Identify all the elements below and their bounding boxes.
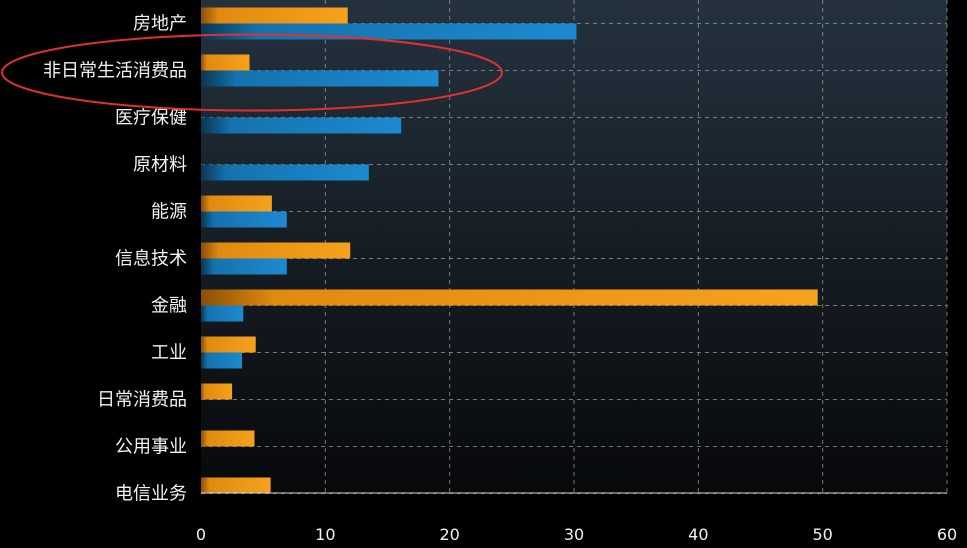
bar-series1 <box>201 242 351 259</box>
category-label: 金融 <box>151 296 187 317</box>
bar-series2 <box>201 258 287 275</box>
category-label: 非日常生活消费品 <box>43 61 187 82</box>
x-tick-label: 60 <box>937 525 957 544</box>
bar-series2 <box>201 164 369 181</box>
category-label: 工业 <box>151 343 187 364</box>
annotation-layer <box>1 33 503 112</box>
bar-series2 <box>201 23 577 40</box>
highlight-ellipse <box>1 33 503 112</box>
bar-series1 <box>201 477 271 494</box>
x-tick-label: 50 <box>812 525 832 544</box>
bar-series1 <box>201 54 250 71</box>
bar-series1 <box>201 383 233 400</box>
bar-series2 <box>201 352 243 369</box>
category-label: 房地产 <box>133 14 187 35</box>
x-tick-labels: 0 10 20 30 40 50 60 <box>196 525 957 544</box>
x-tick-label: 40 <box>688 525 708 544</box>
bar-series1 <box>201 336 256 353</box>
category-label: 医疗保健 <box>115 108 187 129</box>
bar-series2 <box>201 305 244 322</box>
bar-series2 <box>201 211 287 228</box>
x-tick-label: 30 <box>564 525 584 544</box>
x-tick-label: 0 <box>196 525 206 544</box>
category-label: 原材料 <box>133 155 187 176</box>
bar-series1 <box>201 430 255 447</box>
category-label: 能源 <box>151 202 187 223</box>
category-labels: 房地产非日常生活消费品医疗保健原材料能源信息技术金融工业日常消费品公用事业电信业… <box>43 14 187 505</box>
category-label: 电信业务 <box>115 484 187 505</box>
bar-series1 <box>201 289 818 306</box>
x-tick-label: 20 <box>439 525 459 544</box>
x-tick-label: 10 <box>315 525 335 544</box>
category-label: 日常消费品 <box>97 390 187 411</box>
category-label: 公用事业 <box>115 437 187 458</box>
bar-series2 <box>201 117 402 134</box>
category-label: 信息技术 <box>115 249 187 270</box>
bar-series2 <box>201 70 439 87</box>
bar-series1 <box>201 195 272 212</box>
bar-series1 <box>201 7 348 24</box>
